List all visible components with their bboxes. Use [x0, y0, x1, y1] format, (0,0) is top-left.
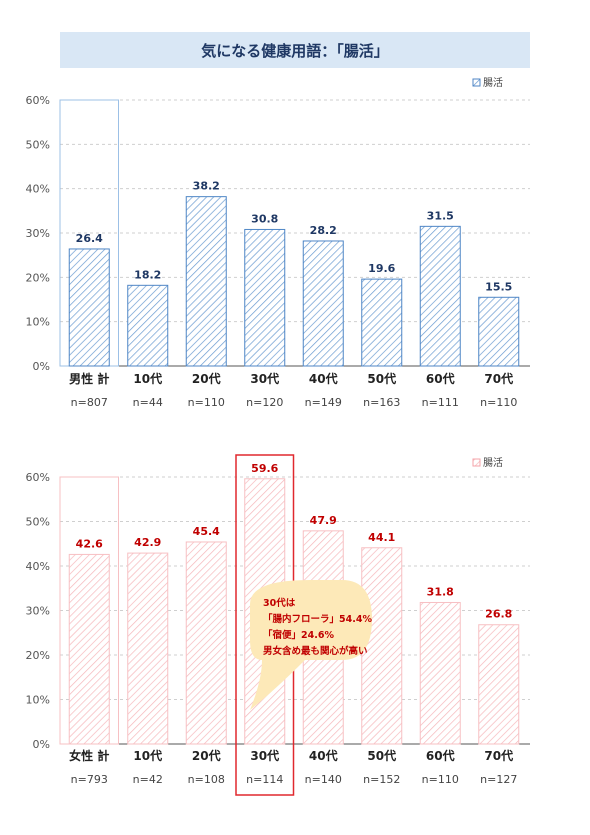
- callout-text-line: 30代は: [263, 597, 296, 609]
- c2-category-label: 60代: [426, 748, 455, 763]
- c2-bar: [68, 553, 110, 745]
- callout-bubble: [250, 580, 372, 710]
- title-bar: 気になる健康用語：「腸活」: [60, 32, 530, 68]
- c1-y-tick-label: 20%: [26, 271, 50, 284]
- c2-data-label: 26.8: [485, 608, 512, 621]
- c1-bar: [419, 225, 461, 367]
- c1-data-label: 30.8: [251, 212, 278, 225]
- c1-category-label: 男性 計: [69, 371, 109, 386]
- c2-n-label: n=793: [71, 773, 108, 786]
- c2-y-tick-label: 20%: [26, 649, 50, 662]
- c1-category-label: 30代: [250, 371, 279, 386]
- c2-category-label: 20代: [192, 748, 221, 763]
- c2-category-label: 10代: [133, 748, 162, 763]
- c1-category-label: 40代: [309, 371, 338, 386]
- c2-n-label: n=140: [305, 773, 342, 786]
- c1-category-label: 50代: [367, 371, 396, 386]
- c2-bar: [361, 547, 403, 745]
- c2-y-tick-label: 50%: [26, 516, 50, 529]
- c2-legend-swatch: [472, 458, 481, 467]
- c1-bar: [302, 240, 344, 367]
- c2-n-label: n=108: [188, 773, 225, 786]
- c2-category-label: 50代: [367, 748, 396, 763]
- c1-data-label: 38.2: [193, 180, 220, 193]
- c2-data-label: 47.9: [310, 514, 337, 527]
- c2-y-tick-label: 0%: [33, 738, 50, 751]
- c1-bar: [244, 228, 286, 367]
- c2-data-label: 44.1: [368, 531, 395, 544]
- c2-category-label: 70代: [484, 748, 513, 763]
- chart-title: 気になる健康用語：「腸活」: [201, 42, 389, 60]
- c2-n-label: n=114: [246, 773, 283, 786]
- c2-category-label: 30代: [250, 748, 279, 763]
- c1-n-label: n=149: [305, 396, 342, 409]
- c1-data-label: 26.4: [76, 232, 103, 245]
- c2-n-label: n=110: [422, 773, 459, 786]
- c1-n-label: n=110: [188, 396, 225, 409]
- c1-n-label: n=110: [480, 396, 517, 409]
- c1-legend-swatch: [472, 78, 481, 87]
- c2-data-label: 42.6: [76, 537, 103, 550]
- c1-category-label: 70代: [484, 371, 513, 386]
- c1-data-label: 19.6: [368, 262, 395, 275]
- c1-bar: [127, 284, 169, 367]
- c2-n-label: n=152: [363, 773, 400, 786]
- c2-n-label: n=42: [133, 773, 163, 786]
- c1-n-label: n=163: [363, 396, 400, 409]
- c1-y-tick-label: 0%: [33, 360, 50, 373]
- c1-category-label: 60代: [426, 371, 455, 386]
- c2-data-label: 31.8: [427, 585, 454, 598]
- c1-y-tick-label: 40%: [26, 183, 50, 196]
- c1-category-label: 10代: [133, 371, 162, 386]
- c2-bar: [185, 541, 227, 745]
- c2-bar: [127, 552, 169, 745]
- c1-y-tick-label: 60%: [26, 94, 50, 107]
- c2-y-tick-label: 30%: [26, 605, 50, 618]
- c1-legend-label: 腸活: [483, 77, 503, 89]
- c1-data-label: 31.5: [427, 209, 454, 222]
- c1-data-label: 18.2: [134, 268, 161, 281]
- c2-bar: [419, 601, 461, 745]
- c1-y-tick-label: 10%: [26, 316, 50, 329]
- c1-bar: [68, 248, 110, 367]
- c1-y-tick-label: 30%: [26, 227, 50, 240]
- c1-n-label: n=44: [133, 396, 163, 409]
- c1-n-label: n=807: [71, 396, 108, 409]
- callout-text-line: 男女含め最も関心が高い: [263, 645, 368, 657]
- c1-bar: [361, 278, 403, 367]
- callout-text-line: 「腸内フローラ」54.4%: [263, 613, 372, 625]
- c2-data-label: 45.4: [193, 525, 220, 538]
- c1-data-label: 15.5: [485, 280, 512, 293]
- c2-y-tick-label: 60%: [26, 471, 50, 484]
- c1-bar: [478, 296, 520, 367]
- c1-data-label: 28.2: [310, 224, 337, 237]
- c1-n-label: n=111: [422, 396, 459, 409]
- c2-category-label: 40代: [309, 748, 338, 763]
- c2-bar: [478, 624, 520, 745]
- c2-data-label: 42.9: [134, 536, 161, 549]
- c1-bar: [185, 196, 227, 367]
- c2-y-tick-label: 10%: [26, 694, 50, 707]
- c1-y-tick-label: 50%: [26, 138, 50, 151]
- c1-category-label: 20代: [192, 371, 221, 386]
- c1-n-label: n=120: [246, 396, 283, 409]
- c2-n-label: n=127: [480, 773, 517, 786]
- c2-data-label: 59.6: [251, 462, 278, 475]
- callout-text-line: 「宿便」24.6%: [263, 629, 334, 641]
- c2-category-label: 女性 計: [69, 748, 109, 763]
- c2-legend-label: 腸活: [483, 457, 503, 469]
- c2-y-tick-label: 40%: [26, 560, 50, 573]
